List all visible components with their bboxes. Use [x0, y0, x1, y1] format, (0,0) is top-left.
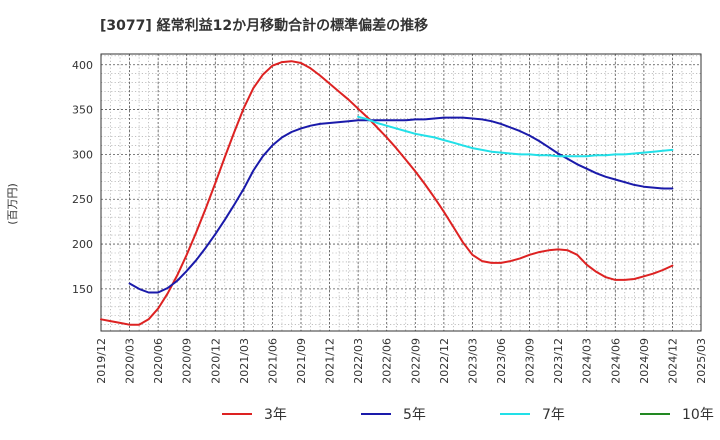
y-tick-label: 300 — [72, 148, 93, 161]
legend-label-3年: 3年 — [264, 407, 287, 423]
x-tick-label: 2020/06 — [152, 338, 165, 384]
y-tick-label: 350 — [72, 104, 93, 117]
plot-frame — [100, 53, 702, 332]
x-tick-label: 2024/09 — [638, 338, 651, 384]
chart-title: [3077] 経常利益12か月移動合計の標準偏差の推移 — [100, 17, 428, 34]
x-tick-label: 2020/09 — [181, 338, 194, 384]
x-tick-label: 2022/03 — [352, 338, 365, 384]
y-axis-label: (百万円) — [6, 183, 19, 225]
y-tick-label: 400 — [72, 59, 93, 72]
y-tick-label: 200 — [72, 238, 93, 251]
legend: 3年 5年 7年 10年 — [222, 407, 714, 423]
series-line-5年 — [128, 116, 674, 294]
y-tick-label: 250 — [72, 193, 93, 206]
series-line-7年 — [357, 115, 674, 158]
x-tick-label: 2022/09 — [409, 338, 422, 384]
x-tick-label: 2024/12 — [666, 338, 679, 384]
x-tick-label: 2022/06 — [381, 338, 394, 384]
x-tick-label: 2021/03 — [238, 338, 251, 384]
legend-label-10年: 10年 — [682, 407, 714, 423]
plot-area: 150 200 250 300 350 400 2019/12 2020/03 2020/06 2… — [72, 53, 708, 384]
legend-label-7年: 7年 — [542, 407, 565, 423]
x-tick-label: 2023/06 — [495, 338, 508, 384]
x-tick-label: 2023/12 — [552, 338, 565, 384]
series-line-3年 — [100, 60, 674, 326]
x-tick-label: 2021/06 — [266, 338, 279, 384]
x-tick-label: 2025/03 — [695, 338, 708, 384]
x-tick-label: 2020/12 — [209, 338, 222, 384]
x-tick-label: 2023/09 — [524, 338, 537, 384]
x-tick-label: 2023/03 — [466, 338, 479, 384]
x-tick-label: 2021/12 — [324, 338, 337, 384]
x-tick-label: 2022/12 — [438, 338, 451, 384]
y-tick-label: 150 — [72, 283, 93, 296]
x-tick-label: 2024/03 — [581, 338, 594, 384]
x-tick-label: 2024/06 — [609, 338, 622, 384]
legend-label-5年: 5年 — [403, 407, 426, 423]
x-tick-label: 2021/09 — [295, 338, 308, 384]
x-tick-label: 2019/12 — [95, 338, 108, 384]
x-tick-label: 2020/03 — [124, 338, 137, 384]
